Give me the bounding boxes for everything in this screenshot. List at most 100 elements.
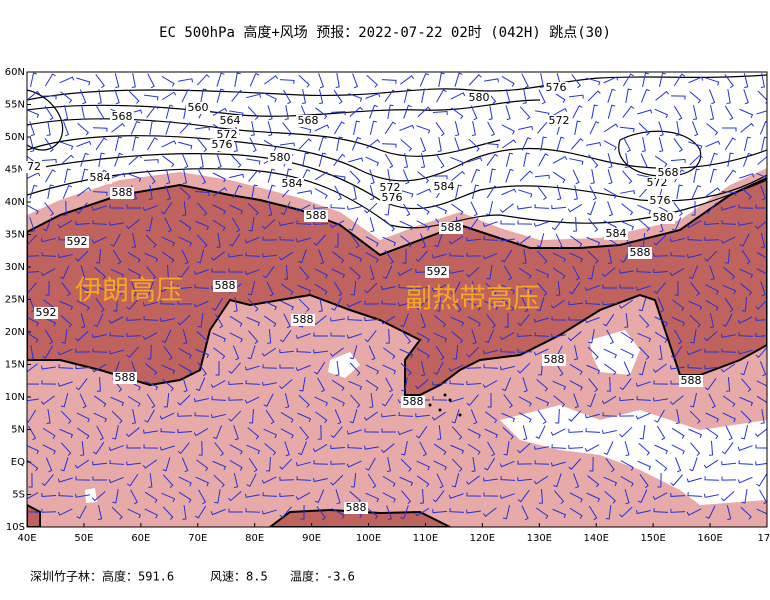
wind-barb bbox=[159, 283, 175, 293]
wind-barb bbox=[229, 173, 245, 179]
wind-barb bbox=[244, 269, 260, 275]
wind-barb bbox=[567, 203, 583, 213]
wind-barb bbox=[162, 474, 174, 488]
wind-barb bbox=[313, 220, 329, 225]
wind-barb bbox=[588, 505, 598, 521]
wind-barb bbox=[114, 152, 123, 167]
wind-barb bbox=[247, 298, 259, 312]
wind-barb bbox=[348, 380, 363, 391]
wind-barb bbox=[41, 95, 57, 100]
lon-label: 80E bbox=[245, 533, 264, 544]
wind-barb bbox=[584, 413, 600, 419]
wind-barb bbox=[690, 329, 697, 344]
wind-barb bbox=[233, 425, 239, 441]
contour-label-bg bbox=[296, 115, 320, 127]
wind-barb bbox=[709, 313, 715, 329]
wind-barb bbox=[92, 441, 105, 455]
wind-barb bbox=[346, 333, 362, 339]
wind-barb bbox=[535, 425, 546, 439]
wind-barb bbox=[384, 121, 397, 135]
wind-barb bbox=[450, 444, 465, 455]
wind-barb bbox=[181, 153, 189, 169]
wind-barb bbox=[228, 380, 244, 385]
wind-barb bbox=[416, 475, 430, 488]
wind-barb bbox=[573, 473, 580, 489]
wind-barb bbox=[568, 428, 584, 433]
wind-barb bbox=[454, 137, 460, 153]
wind-barb bbox=[144, 252, 159, 263]
wind-barb bbox=[568, 331, 582, 342]
wind-barb bbox=[572, 265, 580, 281]
wind-barb bbox=[369, 265, 375, 281]
wind-barb bbox=[233, 137, 238, 153]
wind-barb bbox=[62, 184, 73, 199]
wind-barb bbox=[522, 249, 527, 264]
wind-barb bbox=[572, 216, 577, 232]
wind-barb bbox=[387, 104, 394, 119]
wind-barb bbox=[382, 265, 393, 280]
contour-label: 568 bbox=[298, 114, 319, 127]
wind-barb bbox=[76, 77, 91, 86]
wind-barb bbox=[349, 362, 361, 376]
wind-barb bbox=[146, 266, 157, 281]
wind-barb bbox=[432, 175, 448, 180]
region-labels: 伊朗高压 副热带高压 bbox=[75, 276, 540, 315]
contour-label-bg bbox=[65, 236, 89, 248]
wind-barb bbox=[318, 152, 327, 167]
wind-barb bbox=[195, 126, 210, 131]
wind-barb bbox=[635, 381, 651, 387]
wind-barb bbox=[333, 281, 343, 297]
wind-barb bbox=[58, 492, 74, 497]
wind-barb bbox=[279, 364, 295, 369]
wind-barb bbox=[40, 268, 56, 277]
wind-barb bbox=[755, 444, 767, 449]
wind-barb bbox=[365, 457, 376, 471]
wind-barb bbox=[111, 410, 123, 424]
wind-barb bbox=[178, 141, 193, 150]
wind-barb bbox=[330, 426, 343, 439]
wind-barb bbox=[686, 348, 702, 356]
wind-barb bbox=[754, 428, 767, 437]
wind-barb bbox=[331, 268, 346, 279]
wind-barb bbox=[111, 123, 126, 133]
wind-barb bbox=[572, 105, 583, 119]
wind-barb bbox=[161, 236, 175, 247]
wind-barb bbox=[552, 155, 568, 164]
wind-barb bbox=[42, 345, 54, 359]
wind-barb bbox=[432, 110, 448, 116]
wind-barb bbox=[705, 284, 719, 295]
wind-barb bbox=[263, 315, 277, 328]
contour-label: 588 bbox=[115, 371, 136, 384]
wind-barb bbox=[126, 204, 142, 209]
wind-barb bbox=[501, 139, 517, 149]
wind-barb bbox=[505, 105, 511, 121]
wind-barb bbox=[93, 313, 104, 328]
wind-barb bbox=[722, 313, 733, 327]
wind-barb bbox=[382, 364, 397, 375]
wind-barb bbox=[743, 89, 749, 105]
wind-barb bbox=[114, 136, 123, 151]
wind-barb bbox=[144, 491, 158, 504]
wind-barb bbox=[670, 365, 686, 370]
wind-barb bbox=[127, 268, 141, 279]
wind-barb bbox=[95, 74, 105, 89]
wind-barb bbox=[333, 121, 345, 135]
wind-barb bbox=[110, 396, 125, 407]
wind-barb bbox=[654, 108, 669, 119]
wind-barb bbox=[587, 201, 596, 216]
footer-text: 深圳竹子林：高度：591.6 bbox=[30, 569, 174, 584]
wind-barb bbox=[313, 349, 329, 354]
wind-barb bbox=[523, 152, 530, 167]
lat-label: 50N bbox=[5, 132, 25, 143]
wind-barb bbox=[76, 412, 90, 423]
wind-barb bbox=[211, 268, 227, 273]
wind-barb bbox=[161, 492, 176, 503]
wind-barb bbox=[182, 504, 187, 520]
wind-barb bbox=[416, 188, 432, 196]
contour-label-bg bbox=[213, 280, 237, 292]
wind-barb bbox=[92, 348, 108, 353]
wind-barb bbox=[466, 394, 479, 407]
wind-barb bbox=[27, 398, 40, 402]
wind-barb bbox=[312, 444, 328, 453]
wind-barb bbox=[47, 184, 54, 199]
